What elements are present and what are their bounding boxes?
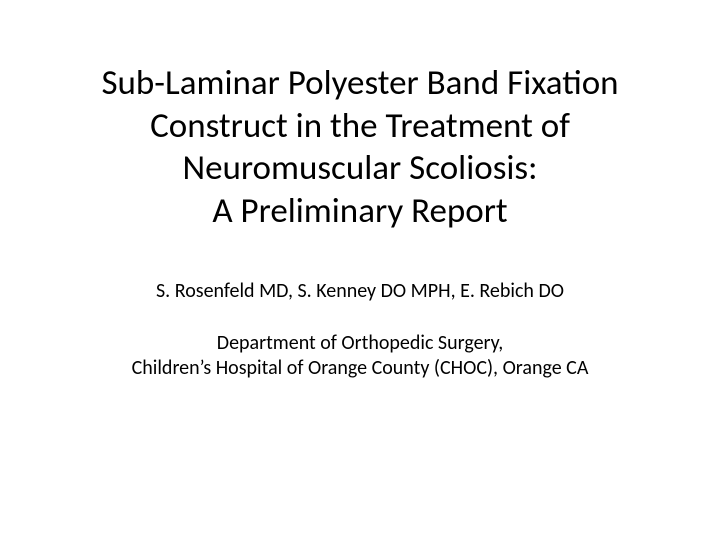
- title-line-4: A Preliminary Report: [212, 190, 507, 232]
- slide-container: Sub-Laminar Polyester Band Fixation Cons…: [0, 0, 720, 540]
- affiliation-block: Department of Orthopedic Surgery, Childr…: [50, 331, 670, 381]
- authors-line: S. Rosenfeld MD, S. Kenney DO MPH, E. Re…: [50, 279, 670, 303]
- title-line-2: Construct in the Treatment of: [150, 105, 570, 147]
- slide-title: Sub-Laminar Polyester Band Fixation Cons…: [50, 62, 670, 233]
- affiliation-line-2: Children’s Hospital of Orange County (CH…: [132, 356, 589, 380]
- affiliation-line-1: Department of Orthopedic Surgery,: [217, 331, 503, 355]
- title-line-3: Neuromuscular Scoliosis:: [183, 147, 538, 189]
- title-line-1: Sub-Laminar Polyester Band Fixation: [101, 62, 618, 104]
